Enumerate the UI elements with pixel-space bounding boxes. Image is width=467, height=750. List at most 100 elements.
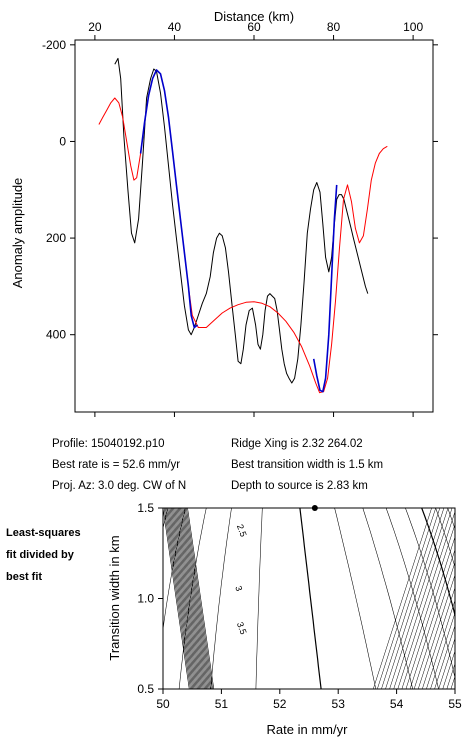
contour-line (187, 508, 215, 689)
contour-x-tick-label: 55 (448, 697, 462, 711)
x-axis-label: Distance (km) (214, 9, 294, 24)
y-tick-label: -200 (42, 38, 66, 52)
contour-line (377, 508, 436, 689)
y-axis-label: Anomaly amplitude (10, 178, 25, 289)
contour-line (177, 508, 205, 689)
contour-line (181, 508, 209, 689)
model-anomaly-line (98, 69, 388, 394)
contour-line (409, 548, 455, 689)
contour-line (458, 508, 467, 689)
best-rate: Best rate is = 52.6 mm/yr (52, 459, 181, 471)
fit-window-line (139, 69, 198, 329)
contour-line (389, 508, 449, 689)
contour-line (163, 508, 186, 632)
contour-line (168, 508, 196, 689)
y-tick-label: 400 (46, 328, 66, 342)
contour-caption-line: best fit (6, 571, 43, 583)
x-tick-label: 20 (88, 20, 102, 34)
contour-line (163, 508, 191, 689)
contour-line (442, 650, 455, 689)
contour-line (176, 508, 204, 689)
contour-caption-line: Least-squares (6, 527, 81, 539)
contour-line (163, 508, 190, 689)
contour-line (255, 508, 263, 689)
contour-y-tick-label: 0.5 (137, 682, 154, 696)
best-transition-width: Best transition width is 1.5 km (231, 459, 384, 471)
best-fit-marker (311, 505, 318, 511)
contour-value-label: 3 (233, 584, 244, 592)
x-tick-label: 100 (403, 20, 423, 34)
contour-plot-frame (162, 507, 456, 690)
x-tick-label: 40 (168, 20, 182, 34)
contour-x-tick-label: 53 (332, 697, 346, 711)
contour-value-label: 2.5 (235, 523, 249, 538)
projection-azimuth: Proj. Az: 3.0 deg. CW of N (52, 480, 187, 492)
contour-line (184, 508, 212, 689)
contour-line (166, 508, 194, 689)
contour-line (435, 508, 455, 568)
contour-line (165, 508, 192, 689)
contour-y-tick-label: 1.0 (137, 592, 154, 606)
contour-line (373, 508, 432, 689)
contour-line (405, 508, 455, 679)
contour-line (170, 508, 198, 689)
contour-line (422, 586, 455, 689)
contour-value-label: 3.5 (235, 621, 249, 636)
contour-line (182, 508, 210, 689)
contour-value-labels: 2.5 3 3.5 (233, 523, 248, 636)
contour-x-axis-label: Rate in mm/yr (267, 722, 349, 737)
profile-axis-ticks: 20 40 60 80 100 400 200 0 -200 (42, 20, 438, 417)
contour-line (172, 508, 199, 689)
x-tick-label: 60 (247, 20, 261, 34)
profile-series (98, 57, 388, 394)
contour-line (180, 508, 208, 689)
contour-line (446, 662, 455, 689)
contour-line (381, 508, 441, 689)
contour-line (454, 688, 455, 689)
contour-x-tick-label: 52 (273, 697, 287, 711)
contour-line (459, 508, 467, 689)
contour-line (0, 508, 1, 689)
contour-caption-line: fit divided by (6, 549, 74, 561)
contour-line (210, 508, 232, 689)
contour-y-tick-label: 1.5 (137, 501, 154, 515)
profile-plot-frame (74, 39, 434, 413)
contour-line (397, 510, 455, 689)
profile-name: Profile: 15040192.p10 (52, 438, 165, 450)
contour-line (173, 508, 201, 689)
contour-line (183, 508, 211, 689)
contour-line (434, 624, 455, 689)
contour-line (167, 508, 195, 689)
contour-line (450, 675, 455, 689)
contour-line (430, 612, 455, 689)
contour-line (401, 523, 455, 689)
contour-line (438, 637, 455, 689)
contour-y-axis-label: Transition width in km (107, 535, 122, 660)
contour-axis-ticks: 50 51 52 53 54 55 1.5 1.0 0.5 (137, 501, 462, 711)
contour-line (421, 508, 455, 618)
contour-line (334, 508, 377, 689)
contour-line (426, 599, 455, 689)
depth-to-source: Depth to source is 2.83 km (231, 480, 368, 492)
contour-line (299, 508, 322, 689)
contour-line (362, 508, 413, 689)
contour-line (169, 508, 197, 689)
contour-x-tick-label: 51 (215, 697, 229, 711)
y-tick-label: 0 (59, 134, 66, 148)
ridge-crossing: Ridge Xing is 2.32 264.02 (231, 438, 363, 450)
contour-line (417, 574, 455, 689)
contour-line (463, 508, 467, 689)
contour-x-tick-label: 50 (156, 697, 170, 711)
contour-line (385, 508, 445, 689)
contour-caption: Least-squares fit divided by best fit (6, 522, 98, 588)
contour-line (174, 508, 202, 689)
observed-anomaly-line (114, 57, 369, 384)
x-tick-label: 80 (327, 20, 341, 34)
contour-x-tick-label: 54 (390, 697, 404, 711)
fit-window-line (312, 184, 338, 393)
contour-line (385, 508, 439, 689)
contour-line (393, 508, 453, 689)
contour-line (175, 508, 203, 689)
